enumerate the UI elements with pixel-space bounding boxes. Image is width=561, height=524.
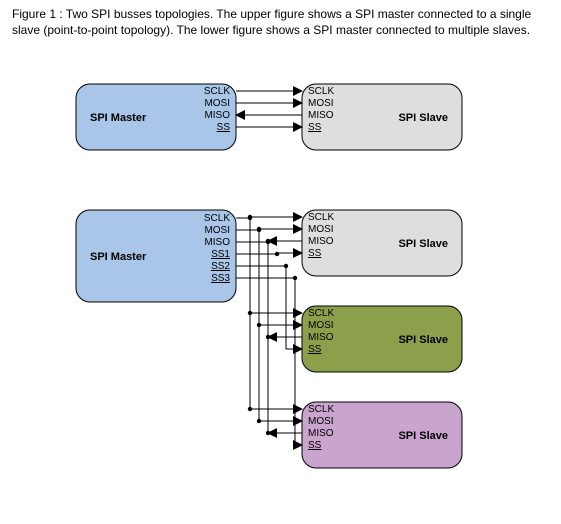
pin-label: MISO	[204, 237, 230, 248]
pin-label: SS	[308, 440, 322, 451]
page: Figure 1 : Two SPI busses topologies. Th…	[0, 0, 561, 524]
slave-label: SPI Slave	[398, 112, 448, 124]
junction-dot	[257, 323, 261, 327]
pin-label: MISO	[308, 428, 334, 439]
junction-dot	[266, 431, 270, 435]
slave-label: SPI Slave	[398, 430, 448, 442]
pin-label: SS1	[211, 249, 230, 260]
pin-label: SS2	[211, 261, 230, 272]
pin-label: SS	[217, 122, 231, 133]
pin-label: MISO	[204, 110, 230, 121]
wire	[295, 278, 302, 445]
pin-label: MOSI	[308, 224, 334, 235]
pin-label: MOSI	[308, 416, 334, 427]
junction-dot	[293, 276, 297, 280]
pin-label: MISO	[308, 332, 334, 343]
pin-label: SCLK	[204, 213, 230, 224]
junction-dot	[284, 264, 288, 268]
pin-label: SS3	[211, 273, 230, 284]
pin-label: SCLK	[204, 86, 230, 97]
junction-dot	[248, 311, 252, 315]
pin-label: SS	[308, 122, 322, 133]
pin-label: MOSI	[308, 320, 334, 331]
pin-label: SCLK	[308, 404, 334, 415]
junction-dot	[257, 228, 261, 232]
figure-caption: Figure 1 : Two SPI busses topologies. Th…	[12, 6, 548, 38]
spi-diagram: SPI MasterSPI SlaveSCLKSCLKMOSIMOSIMISOM…	[0, 60, 561, 524]
pin-label: MOSI	[308, 98, 334, 109]
slave-label: SPI Slave	[398, 334, 448, 346]
pin-label: MOSI	[204, 225, 230, 236]
pin-label: SCLK	[308, 308, 334, 319]
pin-label: MOSI	[204, 98, 230, 109]
junction-dot	[257, 419, 261, 423]
junction-dot	[248, 216, 252, 220]
master-label: SPI Master	[90, 112, 147, 124]
junction-dot	[248, 407, 252, 411]
pin-label: SCLK	[308, 212, 334, 223]
junction-dot	[275, 252, 279, 256]
junction-dot	[266, 335, 270, 339]
pin-label: MISO	[308, 110, 334, 121]
wire	[277, 253, 302, 254]
pin-label: MISO	[308, 236, 334, 247]
junction-dot	[266, 240, 270, 244]
master-label: SPI Master	[90, 251, 147, 263]
slave-label: SPI Slave	[398, 238, 448, 250]
pin-label: SS	[308, 344, 322, 355]
pin-label: SCLK	[308, 86, 334, 97]
pin-label: SS	[308, 248, 322, 259]
